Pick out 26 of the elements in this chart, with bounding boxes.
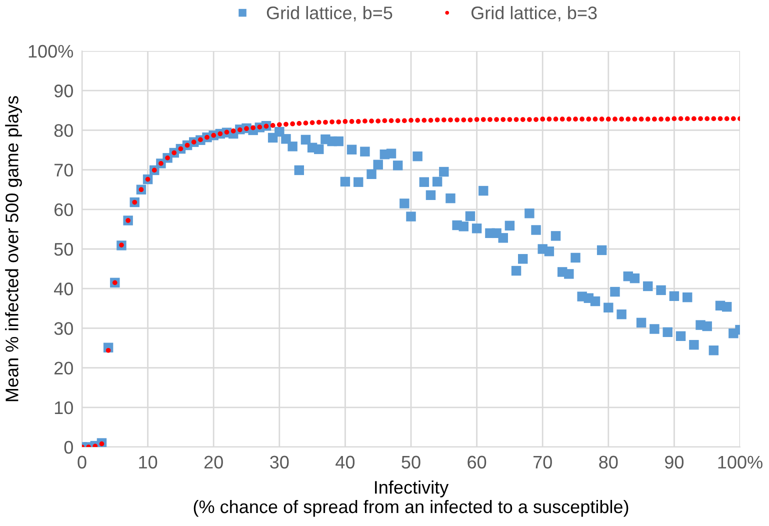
x-tick-label: 40 bbox=[336, 456, 355, 469]
legend-label: Grid lattice, b=5 bbox=[266, 6, 392, 22]
x-tick-label: 50 bbox=[402, 456, 420, 469]
y-tick-label: 0 bbox=[64, 440, 73, 454]
y-tick-label: 20 bbox=[54, 362, 73, 375]
x-tick-label: 80 bbox=[599, 456, 618, 469]
x-tick-label: 60 bbox=[468, 456, 486, 469]
x-axis-title: Infectivity (% chance of spread from an infected to a susceptible) bbox=[194, 480, 628, 517]
y-tick-label: 60 bbox=[54, 203, 73, 216]
y-tick-label: 30 bbox=[54, 322, 73, 335]
y-tick-label: 10 bbox=[54, 401, 73, 414]
x-tick-label: 0 bbox=[78, 456, 86, 469]
x-tick-label: 20 bbox=[204, 456, 223, 469]
x-tick-label: 30 bbox=[270, 456, 289, 469]
y-tick-label: 70 bbox=[54, 164, 73, 177]
y-tick-label: 80 bbox=[54, 124, 73, 137]
y-tick-label: 90 bbox=[54, 84, 73, 98]
legend-label: Grid lattice, b=3 bbox=[471, 6, 597, 22]
y-axis-title: Mean % infected over 500 game plays bbox=[5, 96, 22, 402]
y-tick-label: 100% bbox=[28, 44, 74, 58]
y-tick-label: 50 bbox=[54, 242, 73, 256]
x-tick-label: 100% bbox=[718, 456, 762, 469]
x-tick-label: 70 bbox=[533, 456, 552, 469]
x-tick-label: 90 bbox=[665, 456, 684, 469]
y-tick-label: 40 bbox=[54, 282, 73, 296]
x-tick-label: 10 bbox=[139, 456, 158, 469]
